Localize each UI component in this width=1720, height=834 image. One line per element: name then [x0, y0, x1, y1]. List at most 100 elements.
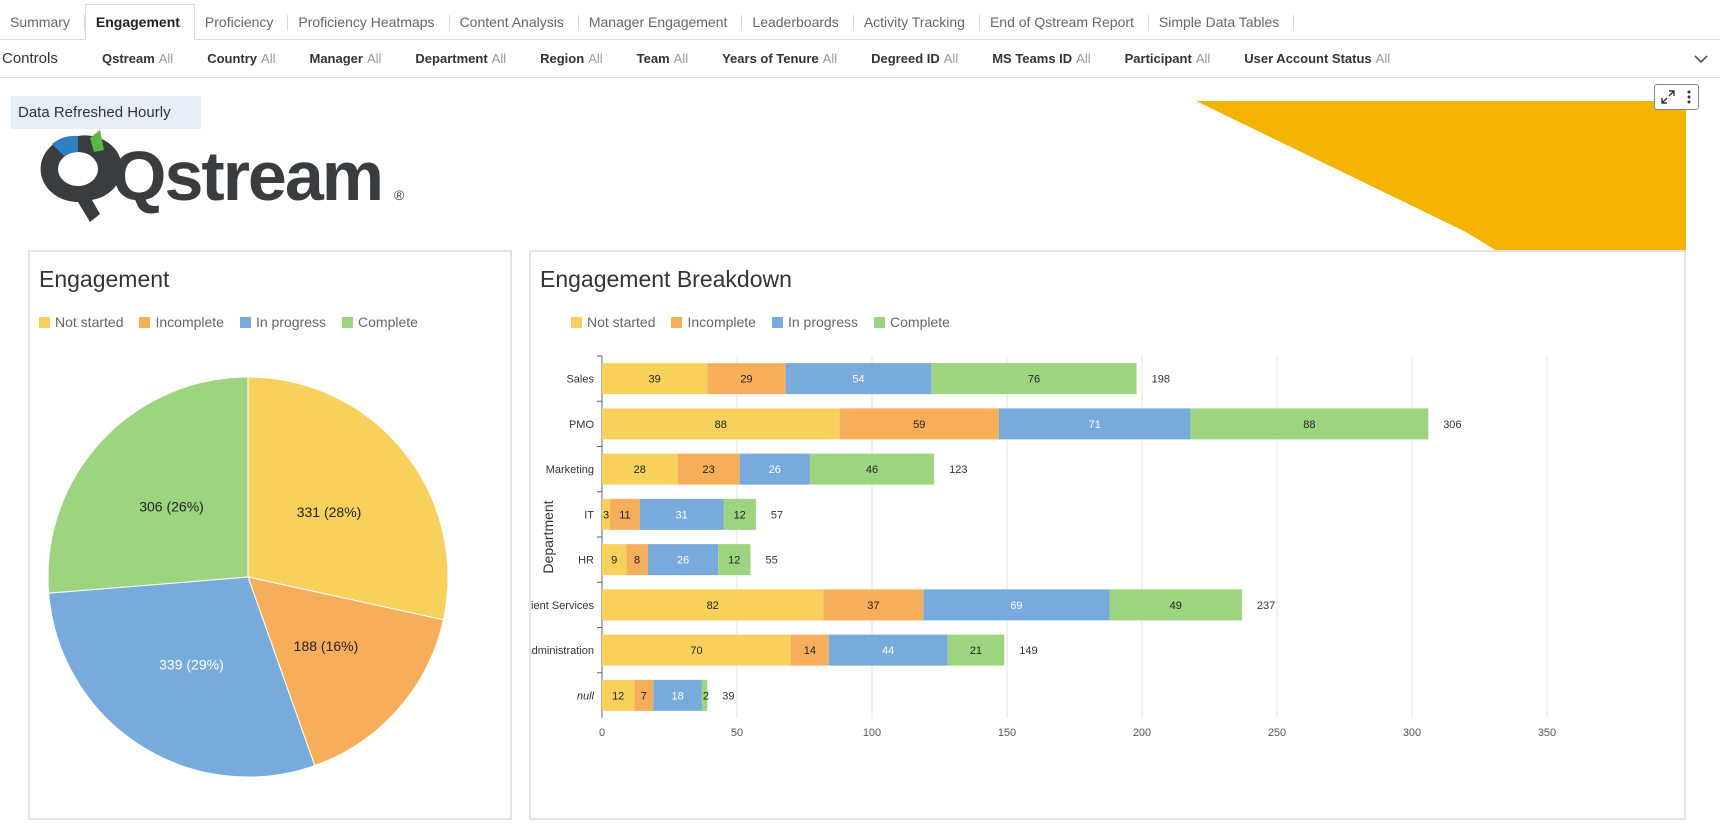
tab-manager-engagement[interactable]: Manager Engagement	[579, 4, 743, 39]
filter-team[interactable]: Team All	[637, 51, 688, 66]
legend-label: In progress	[255, 314, 327, 330]
legend-swatch	[771, 316, 783, 328]
bar-segment-not-started[interactable]	[602, 589, 824, 621]
bar-segment-incomplete[interactable]	[610, 498, 640, 530]
bar-data-label: 44	[882, 645, 894, 657]
filter-value: All	[943, 51, 959, 66]
bar-segment-not-started[interactable]	[602, 453, 678, 485]
bar-segment-complete[interactable]	[809, 453, 935, 485]
bar-data-label: 82	[707, 600, 719, 612]
pie-slice-in-progress[interactable]	[48, 576, 316, 778]
tab-summary[interactable]: Summary	[0, 4, 85, 39]
filter-user-account-status[interactable]: User Account Status All	[1244, 51, 1390, 66]
bar-data-label: 14	[804, 645, 816, 657]
bar-segment-complete[interactable]	[701, 679, 708, 711]
pie-slice-incomplete[interactable]	[247, 576, 444, 767]
legend-item-not-started[interactable]: Not started	[39, 314, 123, 330]
category-label: Marketing	[546, 464, 594, 476]
bar-segment-not-started[interactable]	[602, 679, 635, 711]
filter-value: All	[1375, 51, 1391, 66]
bar-segment-in-progress[interactable]	[785, 363, 932, 395]
more-options-icon[interactable]	[1686, 90, 1692, 104]
bar-data-label: 7	[641, 690, 647, 702]
tab-content-analysis[interactable]: Content Analysis	[450, 4, 580, 39]
bar-segment-incomplete[interactable]	[626, 544, 648, 576]
report-tabs: Summary Engagement Proficiency Proficiency …	[0, 4, 1720, 40]
bar-segment-incomplete[interactable]	[791, 634, 829, 666]
filter-department[interactable]: Department All	[415, 51, 506, 66]
pie-legend: Not started Incomplete In progress Complete	[39, 314, 434, 330]
bar-segment-not-started[interactable]	[602, 634, 791, 666]
tab-simple-data-tables[interactable]: Simple Data Tables	[1149, 4, 1295, 39]
bar-data-label: 31	[676, 509, 688, 521]
filter-qstream[interactable]: Qstream All	[102, 51, 173, 66]
filter-name: Manager	[309, 51, 363, 66]
filter-participant[interactable]: Participant All	[1125, 51, 1211, 66]
bar-segment-in-progress[interactable]	[923, 589, 1110, 621]
bar-segment-complete[interactable]	[947, 634, 1005, 666]
legend-label: Not started	[587, 314, 656, 330]
bar-segment-incomplete[interactable]	[677, 453, 740, 485]
bar-data-label: 12	[728, 555, 740, 567]
filter-value: All	[588, 51, 603, 66]
pie-slice-complete[interactable]	[47, 376, 249, 594]
filter-degreed-id[interactable]: Degreed ID All	[871, 51, 958, 66]
tab-activity-tracking[interactable]: Activity Tracking	[854, 4, 981, 39]
bar-segment-complete[interactable]	[723, 498, 756, 530]
legend-item-in-progress[interactable]: In progress	[239, 314, 327, 330]
x-tick-label: 300	[1403, 727, 1421, 739]
x-tick-label: 0	[599, 727, 605, 739]
tab-leaderboards[interactable]: Leaderboards	[742, 4, 855, 39]
bar-segment-complete[interactable]	[931, 363, 1137, 395]
tab-proficiency[interactable]: Proficiency	[195, 4, 289, 39]
filter-name: MS Teams ID	[992, 51, 1073, 66]
bar-segment-in-progress[interactable]	[828, 634, 948, 666]
legend-item-complete[interactable]: Complete	[342, 314, 418, 330]
bar-data-label: 59	[913, 419, 925, 431]
filter-name: Qstream	[102, 51, 155, 66]
bar-total-label: 55	[766, 555, 778, 567]
bar-segment-in-progress[interactable]	[998, 408, 1191, 440]
filter-ms-teams-id[interactable]: MS Teams ID All	[992, 51, 1090, 66]
category-label: Client Services	[531, 600, 594, 612]
legend-item-incomplete[interactable]: Incomplete	[139, 314, 224, 330]
filter-country[interactable]: Country All	[207, 51, 275, 66]
pie-data-label: 306 (26%)	[139, 498, 204, 514]
filter-manager[interactable]: Manager All	[310, 51, 382, 66]
pie-slice-not-started[interactable]	[247, 376, 449, 621]
bar-segment-not-started[interactable]	[602, 544, 627, 576]
bar-segment-incomplete[interactable]	[634, 679, 654, 711]
bar-segment-incomplete[interactable]	[707, 363, 786, 395]
bar-segment-in-progress[interactable]	[739, 453, 810, 485]
filter-years-of-tenure[interactable]: Years of Tenure All	[722, 51, 837, 66]
filter-region[interactable]: Region All	[540, 51, 603, 66]
filter-value: All	[1076, 51, 1091, 66]
legend-swatch	[874, 316, 886, 328]
tab-end-of-qstream-report[interactable]: End of Qstream Report	[980, 4, 1149, 39]
bar-segment-in-progress[interactable]	[647, 544, 719, 576]
bar-segment-incomplete[interactable]	[823, 589, 924, 621]
bar-segment-not-started[interactable]	[602, 363, 708, 395]
legend-item-incomplete[interactable]: Incomplete	[671, 314, 756, 330]
tab-engagement[interactable]: Engagement	[84, 4, 195, 40]
legend-item-in-progress[interactable]: In progress	[771, 314, 858, 330]
bar-segment-not-started[interactable]	[602, 498, 611, 530]
bar-segment-in-progress[interactable]	[653, 679, 702, 711]
tab-proficiency-heatmaps[interactable]: Proficiency Heatmaps	[288, 4, 450, 39]
bar-segment-incomplete[interactable]	[839, 408, 999, 440]
bar-segment-complete[interactable]	[1109, 589, 1242, 621]
filter-name: Years of Tenure	[722, 51, 819, 66]
legend-item-not-started[interactable]: Not started	[571, 314, 655, 330]
expand-icon[interactable]	[1661, 90, 1675, 104]
legend-item-complete[interactable]: Complete	[874, 314, 950, 330]
bar-segment-complete[interactable]	[1190, 408, 1429, 440]
bar-segment-not-started[interactable]	[602, 408, 840, 440]
bar-total-label: 39	[722, 690, 734, 702]
chevron-down-icon[interactable]	[1694, 52, 1708, 66]
bar-segment-complete[interactable]	[718, 544, 751, 576]
filter-name: Team	[636, 51, 670, 66]
decorative-banner	[1196, 101, 1686, 356]
bar-segment-in-progress[interactable]	[639, 498, 724, 530]
bar-data-label: 11	[619, 509, 630, 521]
